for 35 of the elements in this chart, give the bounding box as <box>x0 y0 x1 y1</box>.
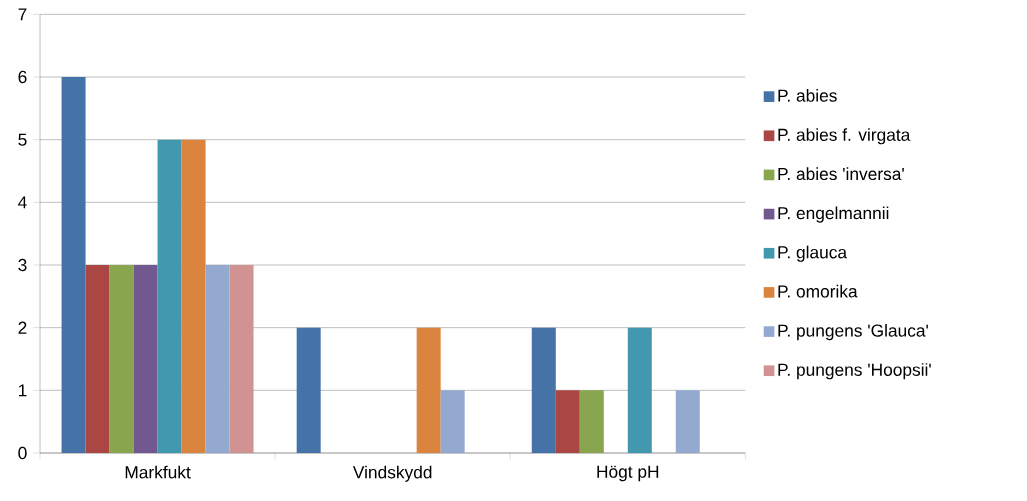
y-tick-label: 6 <box>18 70 27 84</box>
bar <box>440 390 465 453</box>
legend-label: P. abies f. virgata <box>778 128 911 145</box>
x-tick-label: Vindskydd <box>352 465 432 482</box>
y-tick-label: 4 <box>18 196 27 209</box>
legend-label: P. glauca <box>778 245 848 262</box>
y-tick-label: 0 <box>18 446 27 460</box>
y-tick-label: 2 <box>18 321 27 334</box>
y-tick-label: 3 <box>18 258 27 272</box>
bar <box>85 265 110 453</box>
x-tick-label: Markfukt <box>125 465 191 479</box>
bar <box>555 390 580 453</box>
bar <box>133 265 158 453</box>
bar <box>109 265 134 453</box>
bar <box>675 390 700 453</box>
y-tick-label: 5 <box>18 133 27 146</box>
bar <box>157 139 182 453</box>
x-tick-label: Högt pH <box>597 465 659 482</box>
legend-label: P. engelmannii <box>778 206 889 223</box>
bar <box>416 327 441 453</box>
y-tick-label: 7 <box>18 8 27 21</box>
legend-label: P. pungens 'Hoopsii' <box>778 363 931 380</box>
bar <box>627 327 652 453</box>
legend-label: P. abies <box>778 89 837 102</box>
y-tick-label: 1 <box>18 384 27 397</box>
bar <box>181 139 206 453</box>
bar <box>531 327 556 453</box>
bar <box>229 265 254 453</box>
bar <box>205 265 230 453</box>
legend-label: P. abies 'inversa' <box>778 167 904 181</box>
legend-label: P. pungens 'Glauca' <box>778 323 928 341</box>
bar <box>296 327 321 453</box>
bar <box>61 77 86 453</box>
legend-label: P. omorika <box>778 284 858 298</box>
bar <box>579 390 604 453</box>
